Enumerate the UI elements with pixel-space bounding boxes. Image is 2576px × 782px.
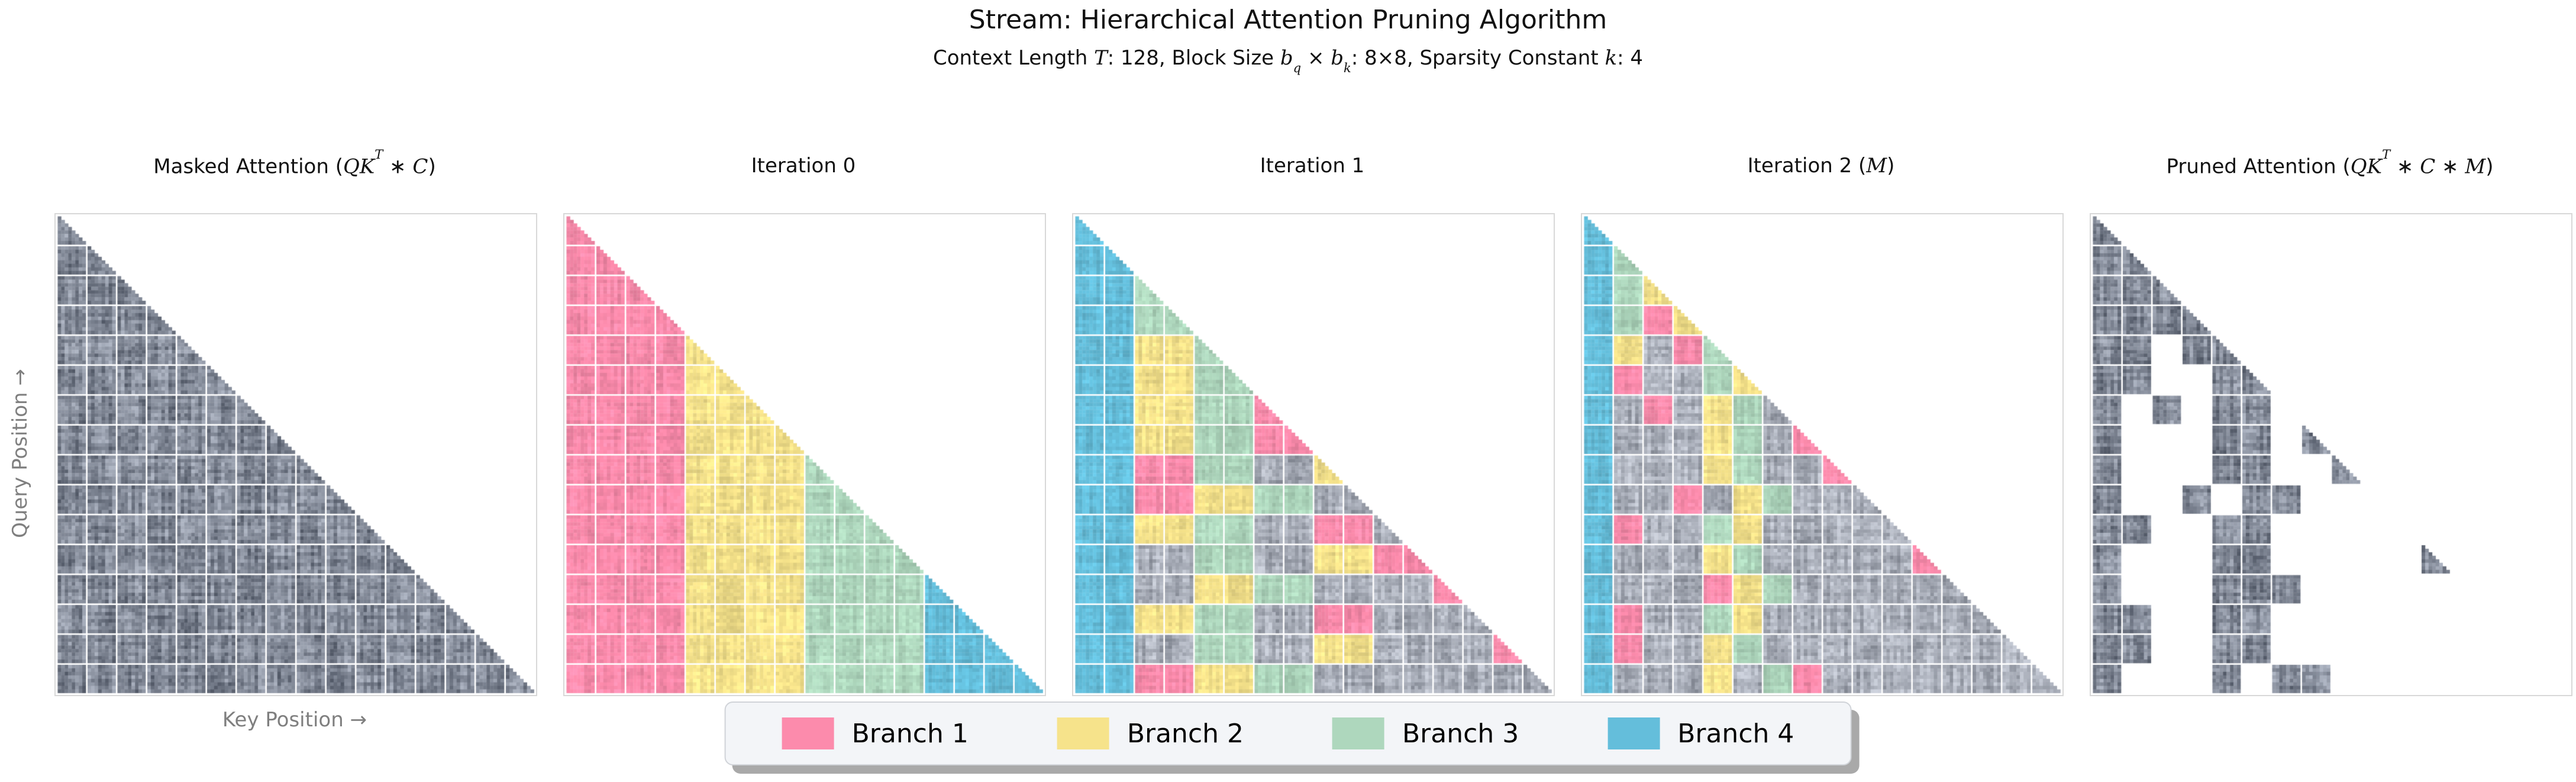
legend-label: Branch 4: [1677, 718, 1794, 749]
panel-title-0: Masked Attention (QKT ∗ C): [54, 147, 535, 179]
legend-label: Branch 1: [851, 718, 969, 749]
legend-entry-4: Branch 4: [1607, 717, 1794, 749]
text-segment: Masked Attention (: [153, 155, 343, 179]
text-segment: q: [1293, 60, 1302, 76]
legend-swatch-icon: [782, 717, 834, 749]
text-segment: b: [1280, 46, 1293, 70]
text-segment: M: [2465, 155, 2486, 179]
text-segment: ): [428, 155, 436, 179]
text-segment: T: [375, 147, 383, 162]
panel-title-2: Iteration 1: [1072, 154, 1552, 178]
y-axis-label: Query Position →: [8, 369, 32, 538]
panel-title-3: Iteration 2 (M): [1581, 154, 2061, 178]
text-segment: Context Length: [932, 46, 1095, 70]
panel-0: [54, 213, 537, 696]
text-segment: Pruned Attention (: [2166, 155, 2351, 179]
text-segment: : 8×8, Sparsity Constant: [1351, 46, 1605, 70]
text-segment: C: [412, 155, 428, 179]
text-segment: b: [1331, 46, 1344, 70]
panel-canvas-2: [1073, 214, 1554, 695]
legend-label: Branch 2: [1126, 718, 1244, 749]
legend: Branch 1 Branch 2 Branch 3 Branch 4: [724, 701, 1852, 765]
x-axis-label: Key Position →: [222, 708, 367, 732]
panel-canvas-3: [1582, 214, 2062, 695]
text-segment: QK: [343, 155, 375, 179]
text-segment: ∗: [383, 155, 413, 179]
text-segment: ×: [1301, 46, 1331, 70]
text-segment: k: [1344, 60, 1351, 76]
text-segment: QK: [2350, 155, 2383, 179]
text-segment: k: [1605, 46, 1618, 70]
text-segment: ∗: [2435, 155, 2465, 179]
text-segment: ∗: [2390, 155, 2420, 179]
legend-entry-1: Branch 1: [782, 717, 969, 749]
panel-title-4: Pruned Attention (QKT ∗ C ∗ M): [2090, 147, 2570, 179]
legend-swatch-icon: [1332, 717, 1384, 749]
panel-3: [1581, 213, 2064, 696]
legend-entry-3: Branch 3: [1332, 717, 1519, 749]
legend-label: Branch 3: [1402, 718, 1519, 749]
legend-entry-2: Branch 2: [1057, 717, 1244, 749]
text-segment: T: [1094, 46, 1108, 70]
text-segment: : 128, Block Size: [1107, 46, 1280, 70]
panel-title-1: Iteration 0: [563, 154, 1044, 178]
panel-canvas-4: [2091, 214, 2571, 695]
text-segment: M: [1866, 154, 1887, 178]
text-segment: Iteration 0: [751, 154, 856, 178]
text-segment: C: [2420, 155, 2436, 179]
legend-items: Branch 1 Branch 2 Branch 3 Branch 4: [782, 717, 1794, 749]
panel-canvas-0: [56, 214, 536, 695]
text-segment: : 4: [1617, 46, 1644, 70]
panel-2: [1072, 213, 1555, 696]
figure-subtitle: Context Length T: 128, Block Size bq × b…: [0, 46, 2576, 76]
text-segment: ): [2485, 155, 2494, 179]
legend-swatch-icon: [1057, 717, 1109, 749]
panel-4: [2090, 213, 2572, 696]
panel-canvas-1: [564, 214, 1045, 695]
legend-swatch-icon: [1607, 717, 1660, 749]
text-segment: Iteration 1: [1260, 154, 1365, 178]
figure-title: Stream: Hierarchical Attention Pruning A…: [969, 5, 1607, 35]
panel-1: [563, 213, 1046, 696]
text-segment: Iteration 2 (: [1747, 154, 1867, 178]
text-segment: T: [2382, 147, 2391, 162]
text-segment: ): [1887, 154, 1895, 178]
